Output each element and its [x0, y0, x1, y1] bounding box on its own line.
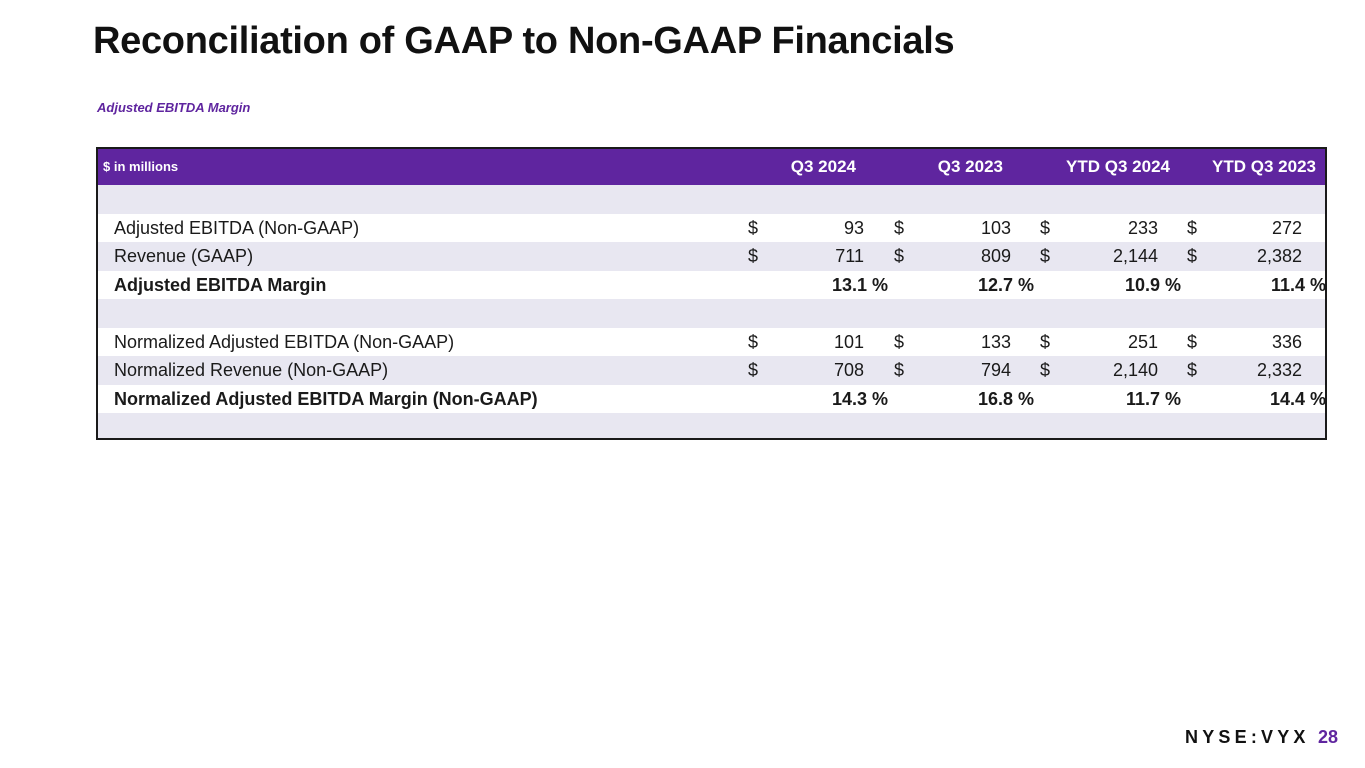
- currency-symbol: $: [1040, 360, 1051, 380]
- currency-symbol: $: [748, 246, 759, 266]
- table-row-adjusted-ebitda: Adjusted EBITDA (Non-GAAP) $ 93 $ 103 $ …: [98, 214, 1325, 243]
- row-label: Normalized Adjusted EBITDA (Non-GAAP): [114, 331, 455, 352]
- currency-symbol: $: [748, 331, 759, 352]
- currency-symbol: $: [894, 217, 905, 238]
- table-row-normalized-adjusted-ebitda-margin: Normalized Adjusted EBITDA Margin (Non-G…: [98, 385, 1325, 414]
- currency-symbol: $: [1040, 217, 1051, 238]
- row-label: Adjusted EBITDA (Non-GAAP): [114, 217, 360, 238]
- row-label: Revenue (GAAP): [114, 246, 254, 266]
- spacer-row: [98, 299, 1325, 328]
- cell-ytd-q3-2024: 11.7 %: [1125, 388, 1181, 409]
- page-title: Reconciliation of GAAP to Non-GAAP Finan…: [93, 20, 955, 62]
- page-number: 28: [1318, 727, 1339, 747]
- cell-ytd-q3-2023: 2,382: [1256, 246, 1302, 266]
- row-label: Normalized Revenue (Non-GAAP): [114, 360, 389, 380]
- row-label: Adjusted EBITDA Margin: [114, 274, 327, 295]
- cell-q3-2024: 708: [833, 360, 864, 380]
- cell-q3-2024: 13.1 %: [831, 274, 888, 295]
- spacer-row: [98, 413, 1325, 438]
- column-header-q3-2024: Q3 2024: [790, 157, 856, 176]
- currency-symbol: $: [894, 360, 905, 380]
- currency-symbol: $: [1040, 331, 1051, 352]
- spacer-row: [98, 185, 1325, 214]
- currency-symbol: $: [1187, 246, 1198, 266]
- currency-symbol: $: [1040, 246, 1051, 266]
- table-row-normalized-adjusted-ebitda: Normalized Adjusted EBITDA (Non-GAAP) $ …: [98, 328, 1325, 357]
- cell-q3-2024: 14.3 %: [831, 388, 888, 409]
- table-row-adjusted-ebitda-margin: Adjusted EBITDA Margin 13.1 % 12.7 % 10.…: [98, 271, 1325, 300]
- column-header-q3-2023: Q3 2023: [937, 157, 1003, 176]
- unit-label: $ in millions: [103, 159, 179, 174]
- cell-ytd-q3-2024: 233: [1127, 217, 1158, 238]
- cell-ytd-q3-2024: 2,144: [1112, 246, 1158, 266]
- reconciliation-table: $ in millions Q3 2024 Q3 2023 YTD Q3 202…: [96, 147, 1327, 440]
- cell-q3-2023: 16.8 %: [977, 388, 1034, 409]
- column-header-ytd-q3-2024: YTD Q3 2024: [1066, 157, 1170, 176]
- currency-symbol: $: [748, 360, 759, 380]
- section-subtitle: Adjusted EBITDA Margin: [97, 100, 251, 115]
- cell-q3-2024: 101: [833, 331, 864, 352]
- cell-q3-2023: 809: [980, 246, 1011, 266]
- currency-symbol: $: [894, 246, 905, 266]
- row-label: Normalized Adjusted EBITDA Margin (Non-G…: [114, 388, 538, 409]
- cell-ytd-q3-2024: 10.9 %: [1124, 274, 1181, 295]
- currency-symbol: $: [1187, 360, 1198, 380]
- cell-ytd-q3-2023: 272: [1271, 217, 1302, 238]
- cell-q3-2023: 133: [980, 331, 1011, 352]
- currency-symbol: $: [748, 217, 759, 238]
- brand-ticker: NYSE:VYX: [1185, 727, 1310, 747]
- cell-q3-2024: 711: [835, 246, 864, 266]
- currency-symbol: $: [1187, 331, 1198, 352]
- table-header: $ in millions Q3 2024 Q3 2023 YTD Q3 202…: [98, 149, 1325, 185]
- column-header-ytd-q3-2023: YTD Q3 2023: [1212, 157, 1316, 176]
- cell-q3-2023: 794: [980, 360, 1011, 380]
- currency-symbol: $: [894, 331, 905, 352]
- currency-symbol: $: [1187, 217, 1198, 238]
- table-row-normalized-revenue: Normalized Revenue (Non-GAAP) $ 708 $ 79…: [98, 356, 1325, 385]
- cell-ytd-q3-2024: 2,140: [1112, 360, 1158, 380]
- cell-q3-2024: 93: [843, 217, 864, 238]
- cell-ytd-q3-2024: 251: [1127, 331, 1158, 352]
- cell-ytd-q3-2023: 336: [1271, 331, 1302, 352]
- cell-q3-2023: 103: [980, 217, 1011, 238]
- cell-ytd-q3-2023: 11.4 %: [1270, 274, 1326, 295]
- cell-ytd-q3-2023: 14.4 %: [1269, 388, 1326, 409]
- cell-ytd-q3-2023: 2,332: [1256, 360, 1302, 380]
- table-row-revenue: Revenue (GAAP) $ 711 $ 809 $ 2,144 $ 2,3…: [98, 242, 1325, 271]
- cell-q3-2023: 12.7 %: [977, 274, 1034, 295]
